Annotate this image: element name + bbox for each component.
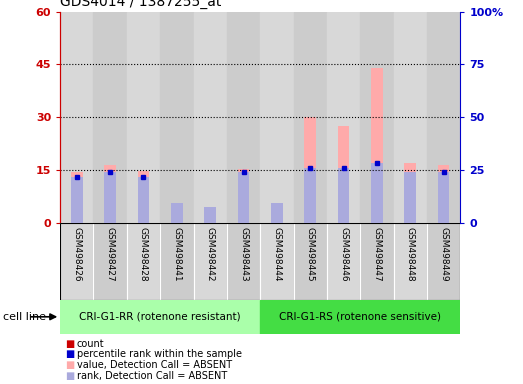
Bar	[204, 207, 216, 223]
Bar	[160, 223, 194, 300]
Bar	[427, 223, 460, 300]
Bar	[104, 165, 116, 223]
Bar	[327, 223, 360, 300]
Bar	[260, 300, 460, 334]
Text: GSM498444: GSM498444	[272, 227, 281, 281]
Bar	[327, 12, 360, 223]
Bar	[60, 223, 94, 300]
Text: GSM498427: GSM498427	[106, 227, 115, 281]
Text: ■: ■	[65, 349, 75, 359]
Text: GSM498442: GSM498442	[206, 227, 214, 281]
Bar	[338, 126, 349, 223]
Text: GSM498441: GSM498441	[173, 227, 181, 281]
Bar	[360, 223, 393, 300]
Bar	[438, 165, 449, 223]
Bar	[204, 207, 216, 223]
Bar	[194, 12, 227, 223]
Text: ■: ■	[65, 360, 75, 370]
Bar	[304, 168, 316, 223]
Bar	[293, 12, 327, 223]
Text: value, Detection Call = ABSENT: value, Detection Call = ABSENT	[77, 360, 232, 370]
Bar	[237, 172, 249, 223]
Text: cell line: cell line	[3, 312, 46, 322]
Bar	[171, 204, 183, 223]
Bar	[94, 12, 127, 223]
Bar	[338, 168, 349, 223]
Bar	[271, 204, 283, 223]
Bar	[404, 172, 416, 223]
Text: ■: ■	[65, 339, 75, 349]
Text: GSM498445: GSM498445	[306, 227, 315, 281]
Bar	[371, 163, 383, 223]
Bar	[227, 12, 260, 223]
Bar	[194, 223, 227, 300]
Bar	[127, 223, 160, 300]
Bar	[160, 12, 194, 223]
Bar	[60, 300, 260, 334]
Text: GSM498443: GSM498443	[239, 227, 248, 281]
Text: GSM498448: GSM498448	[406, 227, 415, 281]
Bar	[394, 12, 427, 223]
Text: GDS4014 / 1387255_at: GDS4014 / 1387255_at	[60, 0, 222, 9]
Bar	[304, 117, 316, 223]
Bar	[227, 223, 260, 300]
Text: GSM498449: GSM498449	[439, 227, 448, 281]
Bar	[171, 204, 183, 223]
Bar	[271, 204, 283, 223]
Bar	[404, 163, 416, 223]
Bar	[394, 223, 427, 300]
Bar	[438, 172, 449, 223]
Text: count: count	[77, 339, 105, 349]
Bar	[71, 177, 83, 223]
Bar	[60, 12, 94, 223]
Bar	[427, 12, 460, 223]
Bar	[260, 12, 293, 223]
Text: GSM498447: GSM498447	[372, 227, 381, 281]
Bar	[360, 12, 393, 223]
Text: GSM498426: GSM498426	[72, 227, 81, 281]
Bar	[260, 223, 293, 300]
Bar	[104, 172, 116, 223]
Bar	[127, 12, 160, 223]
Bar	[293, 223, 327, 300]
Bar	[371, 68, 383, 223]
Text: rank, Detection Call = ABSENT: rank, Detection Call = ABSENT	[77, 371, 227, 381]
Bar	[138, 177, 150, 223]
Text: percentile rank within the sample: percentile rank within the sample	[77, 349, 242, 359]
Bar	[94, 223, 127, 300]
Text: GSM498428: GSM498428	[139, 227, 148, 281]
Bar	[237, 169, 249, 223]
Text: CRI-G1-RR (rotenone resistant): CRI-G1-RR (rotenone resistant)	[79, 312, 241, 322]
Bar	[138, 170, 150, 223]
Bar	[71, 172, 83, 223]
Text: CRI-G1-RS (rotenone sensitive): CRI-G1-RS (rotenone sensitive)	[279, 312, 441, 322]
Text: GSM498446: GSM498446	[339, 227, 348, 281]
Text: ■: ■	[65, 371, 75, 381]
